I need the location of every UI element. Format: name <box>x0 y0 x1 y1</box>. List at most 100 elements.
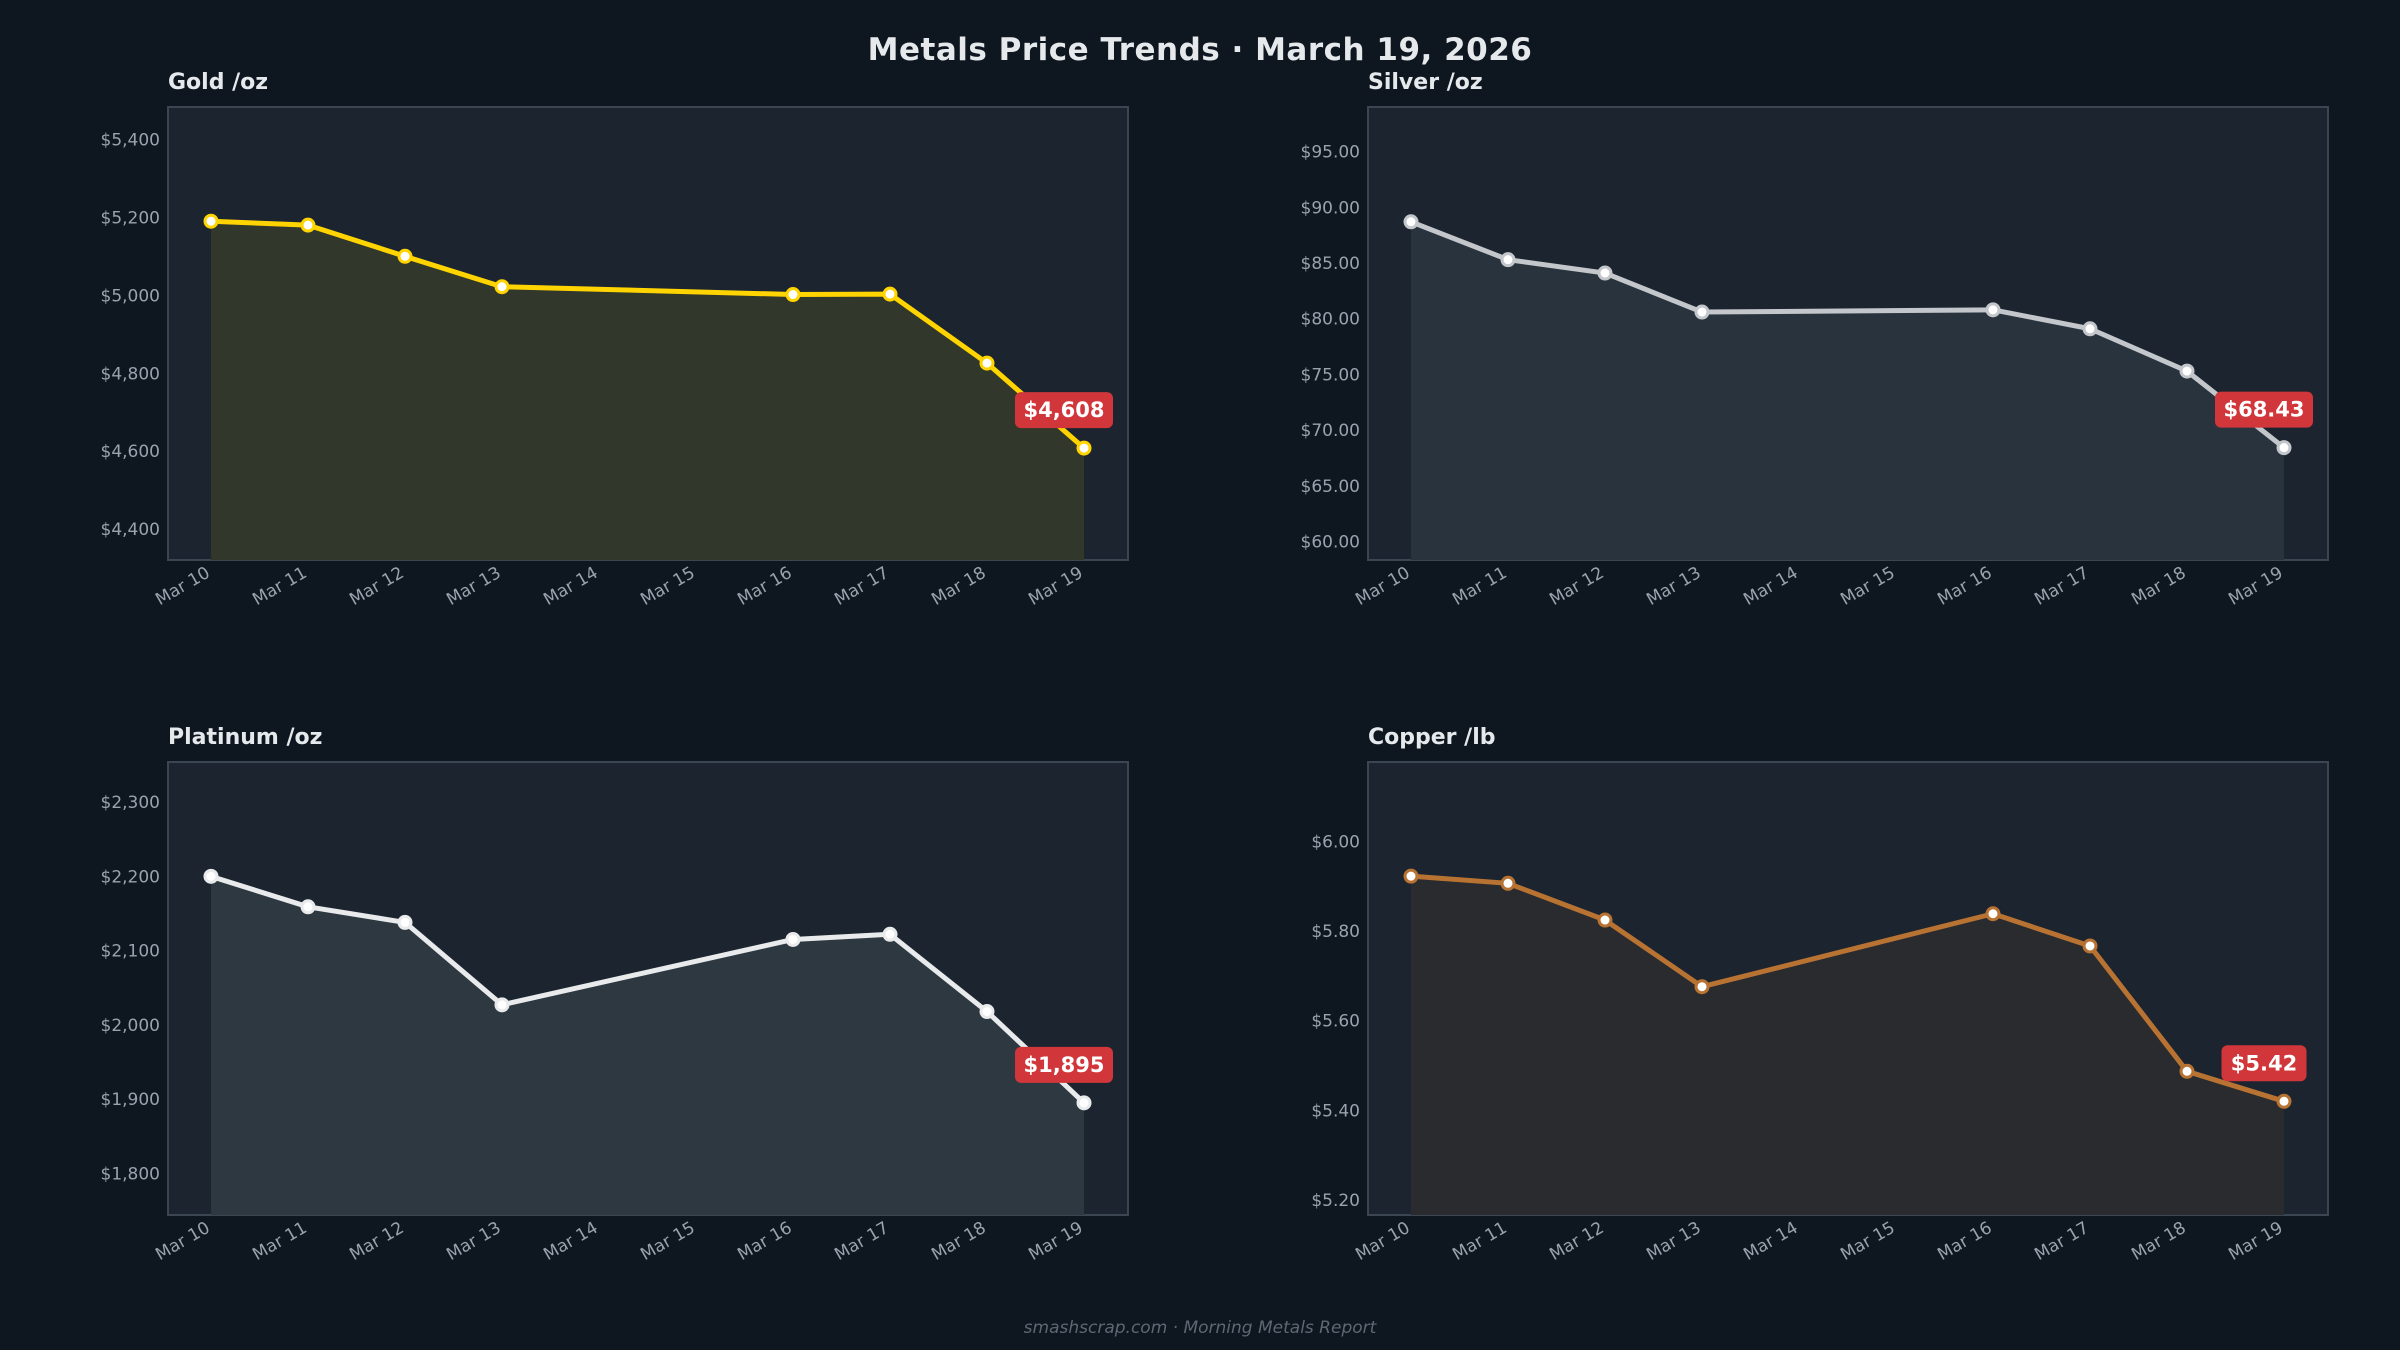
x-tick-label: Mar 17 <box>831 1218 892 1265</box>
x-tick-label: Mar 16 <box>734 1218 795 1265</box>
data-point <box>785 287 801 303</box>
x-tick-label: Mar 16 <box>1934 563 1995 610</box>
y-tick-label: $70.00 <box>1301 421 1360 441</box>
x-tick-label: Mar 15 <box>1837 1218 1898 1265</box>
x-tick-label: Mar 19 <box>1025 563 1086 610</box>
data-point <box>2082 938 2098 954</box>
data-point <box>494 279 510 295</box>
data-point <box>2082 321 2098 337</box>
data-point <box>1500 252 1516 268</box>
data-point <box>494 997 510 1013</box>
chart-title: Platinum /oz <box>168 725 322 750</box>
chart-title: Gold /oz <box>168 70 268 95</box>
data-point <box>2276 440 2292 456</box>
badge-label: $4,608 <box>1023 398 1104 422</box>
x-tick-label: Mar 17 <box>2031 1218 2092 1265</box>
data-point <box>2179 1063 2195 1079</box>
data-point <box>1985 906 2001 922</box>
x-tick-label: Mar 19 <box>2225 563 2286 610</box>
x-tick-label: Mar 10 <box>152 1218 213 1265</box>
y-tick-label: $75.00 <box>1301 365 1360 385</box>
data-point <box>882 286 898 302</box>
series-area <box>211 221 1084 560</box>
data-point <box>1985 302 2001 318</box>
data-point <box>1076 1095 1092 1111</box>
y-tick-label: $1,900 <box>101 1090 160 1110</box>
y-tick-label: $4,800 <box>101 364 160 384</box>
y-tick-label: $2,200 <box>101 867 160 887</box>
chart-platinum: Platinum /oz $1,800 $1,900 $2,000 $2,100 $2,2… <box>101 725 1129 1265</box>
x-tick-label: Mar 11 <box>1449 1218 1510 1265</box>
x-tick-label: Mar 16 <box>734 563 795 610</box>
data-point <box>1597 265 1613 281</box>
data-point <box>1500 875 1516 891</box>
series-area <box>211 876 1084 1215</box>
y-tick-label: $5.60 <box>1311 1012 1360 1032</box>
x-tick-label: Mar 10 <box>1352 1218 1413 1265</box>
x-tick-label: Mar 14 <box>540 1218 601 1265</box>
series-line <box>1410 873 2285 1104</box>
y-tick-label: $2,100 <box>101 942 160 962</box>
footer-credit: smashscrap.com · Morning Metals Report <box>1023 1318 1377 1338</box>
series-area <box>1411 876 2284 1215</box>
data-point <box>1403 214 1419 230</box>
data-point <box>979 1004 995 1020</box>
x-tick-label: Mar 15 <box>637 563 698 610</box>
y-tick-label: $2,300 <box>101 793 160 813</box>
x-tick-label: Mar 12 <box>1546 563 1607 610</box>
x-tick-label: Mar 12 <box>346 1218 407 1265</box>
last-price-badge: $1,895 <box>1015 1046 1113 1083</box>
series-area <box>1411 221 2284 560</box>
y-tick-label: $5.80 <box>1311 922 1360 942</box>
x-tick-label: Mar 18 <box>2128 563 2189 610</box>
y-tick-label: $1,800 <box>101 1164 160 1184</box>
x-tick-label: Mar 14 <box>540 563 601 610</box>
y-tick-label: $85.00 <box>1301 254 1360 274</box>
x-tick-label: Mar 13 <box>1643 563 1704 610</box>
y-tick-label: $65.00 <box>1301 477 1360 497</box>
x-tick-label: Mar 10 <box>152 563 213 610</box>
chart-title: Silver /oz <box>1368 70 1483 95</box>
x-tick-label: Mar 17 <box>831 563 892 610</box>
y-tick-label: $60.00 <box>1301 533 1360 553</box>
badge-label: $68.43 <box>2223 398 2304 422</box>
x-tick-label: Mar 12 <box>1546 1218 1607 1265</box>
series-line <box>1410 219 2286 450</box>
badge-background <box>2215 391 2313 428</box>
x-tick-label: Mar 17 <box>2031 563 2092 610</box>
x-tick-label: Mar 13 <box>443 1218 504 1265</box>
last-price-badge: $4,608 <box>1015 392 1113 429</box>
y-tick-label: $5,400 <box>101 130 160 150</box>
x-tick-label: Mar 13 <box>443 563 504 610</box>
y-tick-label: $5,000 <box>101 286 160 306</box>
data-point <box>397 248 413 264</box>
x-tick-label: Mar 18 <box>928 1218 989 1265</box>
series-line <box>210 873 1086 1105</box>
data-point <box>1597 912 1613 928</box>
chart-title: Copper /lb <box>1368 725 1496 750</box>
y-tick-label: $5.20 <box>1311 1191 1360 1211</box>
data-point <box>1694 304 1710 320</box>
x-tick-label: Mar 15 <box>637 1218 698 1265</box>
data-point <box>1076 440 1092 456</box>
x-tick-label: Mar 14 <box>1740 1218 1801 1265</box>
chart-copper: Copper /lb $5.20 $5.40 $5.60 $5.80 $6.00 Mar 1… <box>1311 725 2329 1265</box>
chart-gold: Gold /oz $4,400 $4,600 $4,800 $5,000 $5,200 $5… <box>101 70 1129 610</box>
last-price-badge: $68.43 <box>2215 391 2313 428</box>
y-tick-label: $4,600 <box>101 442 160 462</box>
badge-label: $1,895 <box>1023 1053 1104 1077</box>
x-tick-label: Mar 19 <box>1025 1218 1086 1265</box>
x-tick-label: Mar 14 <box>1740 563 1801 610</box>
y-tick-label: $80.00 <box>1301 310 1360 330</box>
data-point <box>300 899 316 915</box>
badge-background <box>1015 1046 1113 1083</box>
x-tick-label: Mar 19 <box>2225 1218 2286 1265</box>
x-tick-label: Mar 12 <box>346 563 407 610</box>
y-tick-label: $2,000 <box>101 1016 160 1036</box>
data-point <box>2276 1093 2292 1109</box>
y-tick-label: $5,200 <box>101 208 160 228</box>
data-point <box>979 355 995 371</box>
y-tick-label: $95.00 <box>1301 143 1360 163</box>
chart-silver: Silver /oz $60.00 $65.00 $70.00 $75.00 $80.00… <box>1301 70 2329 610</box>
y-tick-label: $5.40 <box>1311 1101 1360 1121</box>
